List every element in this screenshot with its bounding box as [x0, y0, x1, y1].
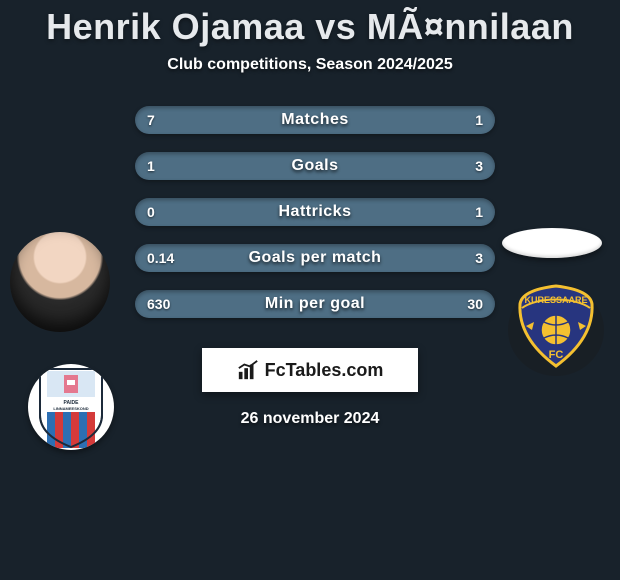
stat-right-value: 1 — [475, 112, 483, 128]
svg-text:LINNAMEESKOND: LINNAMEESKOND — [53, 406, 88, 411]
stat-left-value: 1 — [147, 158, 155, 174]
stats-bars: 7Matches11Goals30Hattricks10.14Goals per… — [0, 106, 620, 342]
stat-left-value: 0 — [147, 204, 155, 220]
stat-right-value: 1 — [475, 204, 483, 220]
brand-label: FcTables.com — [265, 360, 384, 381]
stat-label: Goals — [135, 157, 495, 175]
stat-bar: 0Hattricks1 — [135, 198, 495, 226]
stat-label: Min per goal — [135, 295, 495, 313]
content-area: PAIDE LINNAMEESKOND — [0, 106, 620, 428]
stat-label: Matches — [135, 111, 495, 129]
stat-label: Goals per match — [135, 249, 495, 267]
stat-bar: 0.14Goals per match3 — [135, 244, 495, 272]
stat-right-value: 30 — [467, 296, 483, 312]
stat-left-value: 0.14 — [147, 250, 174, 266]
svg-text:FC: FC — [549, 349, 564, 361]
stat-right-value: 3 — [475, 250, 483, 266]
stat-bar: 7Matches1 — [135, 106, 495, 134]
paide-badge-icon: PAIDE LINNAMEESKOND — [28, 364, 114, 450]
stat-bar: 630Min per goal30 — [135, 290, 495, 318]
club-badge-left: PAIDE LINNAMEESKOND — [28, 364, 114, 450]
page-subtitle: Club competitions, Season 2024/2025 — [0, 56, 620, 74]
stat-label: Hattricks — [135, 203, 495, 221]
fctables-logo: FcTables.com — [202, 348, 418, 392]
stat-left-value: 630 — [147, 296, 170, 312]
page-title: Henrik Ojamaa vs MÃ¤nnilaan — [0, 0, 620, 48]
stat-bar: 1Goals3 — [135, 152, 495, 180]
stat-left-value: 7 — [147, 112, 155, 128]
stat-right-value: 3 — [475, 158, 483, 174]
chart-icon — [237, 359, 259, 381]
comparison-card: Henrik Ojamaa vs MÃ¤nnilaan Club competi… — [0, 0, 620, 580]
